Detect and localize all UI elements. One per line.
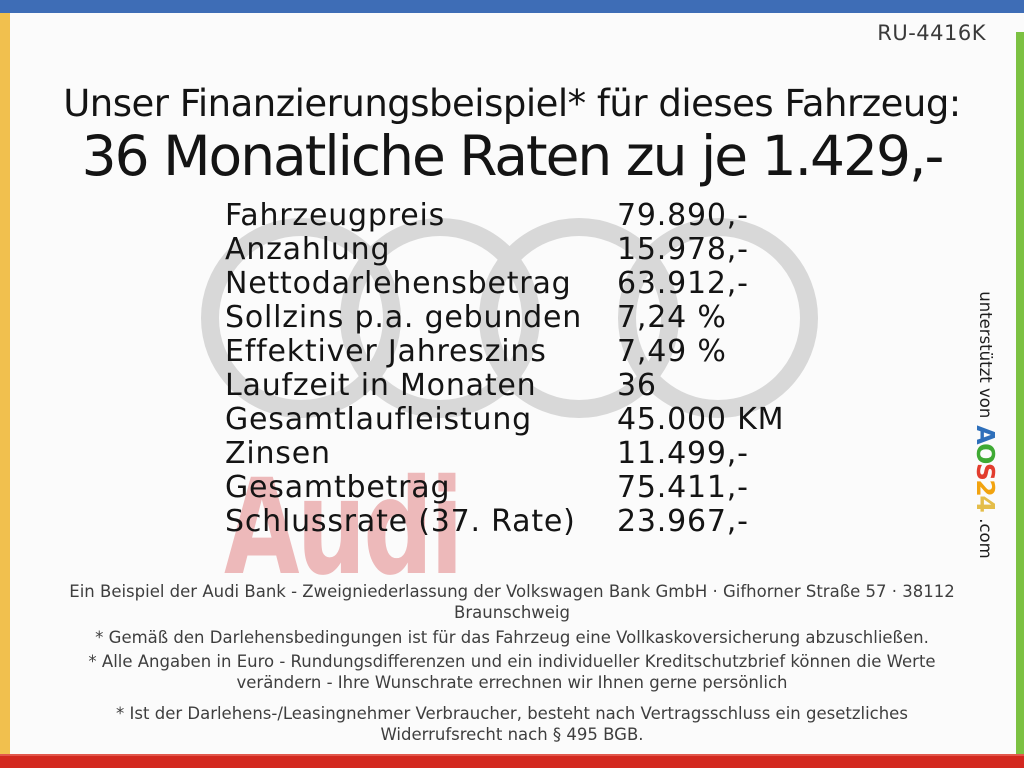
aos24-letter: A [971,425,1001,444]
frame-top-bar [0,0,1024,13]
frame-left-bar [0,13,10,754]
row-value: 36 [617,368,657,403]
aos24-letter: O [971,443,1001,463]
table-row: Laufzeit in Monaten 36 [225,369,784,403]
table-row: Schlussrate (37. Rate) 23.967,- [225,505,784,539]
row-value: 11.499,- [617,436,749,471]
supported-by-credit: unterstützt von A O S 2 4 .com [972,280,1001,570]
row-value: 75.411,- [617,470,749,505]
aos24-letter: 2 [971,479,1001,496]
audi-wordmark-watermark: Audi [224,451,464,605]
row-value: 45.000 KM [617,402,785,437]
frame-right-bar [1016,32,1024,754]
footer-withdrawal-cont: Widerrufsrecht nach § 495 BGB. [380,725,644,744]
footer-euro-note-cont: verändern - Ihre Wunschrate errechnen wi… [236,673,788,692]
footer-euro-note: * Alle Angaben in Euro - Rundungsdiffere… [88,652,936,671]
table-row: Sollzins p.a. gebunden 7,24 % [225,301,784,335]
domain-suffix-text: .com [976,518,996,559]
row-value: 79.890,- [617,198,749,233]
row-label: Gesamtbetrag [225,470,451,505]
footer-withdrawal-note: * Ist der Darlehens-/Leasingnehmer Verbr… [116,704,908,723]
table-row: Anzahlung 15.978,- [225,233,784,267]
page-title: Unser Finanzierungsbeispiel* für dieses … [63,82,961,125]
row-label: Effektiver Jahreszins [225,334,547,369]
table-row: Gesamtbetrag 75.411,- [225,471,784,505]
supported-by-text: unterstützt von [976,291,996,419]
aos24-logo: A O S 2 4 [972,425,1001,511]
row-value: 7,24 % [617,300,727,335]
footer-insurance-note: * Gemäß den Darlehensbedingungen ist für… [95,628,929,647]
table-row: Zinsen 11.499,- [225,437,784,471]
aos24-letter: 4 [971,495,1001,512]
row-value: 7,49 % [617,334,727,369]
row-label: Sollzins p.a. gebunden [225,300,583,335]
financing-table: Fahrzeugpreis 79.890,- Anzahlung 15.978,… [225,199,784,539]
table-row: Nettodarlehensbetrag 63.912,- [225,267,784,301]
footer-bank-line-cont: Braunschweig [454,603,570,622]
monthly-rate-headline: 36 Monatliche Raten zu je 1.429,- [81,124,945,188]
row-value: 15.978,- [617,232,749,267]
frame-bottom-bar [0,754,1024,768]
table-row: Fahrzeugpreis 79.890,- [225,199,784,233]
row-label: Zinsen [225,436,331,471]
row-label: Gesamtlaufleistung [225,402,532,437]
row-value: 63.912,- [617,266,749,301]
footer-bank-line: Ein Beispiel der Audi Bank - Zweignieder… [69,582,955,601]
row-value: 23.967,- [617,504,749,539]
table-row: Effektiver Jahreszins 7,49 % [225,335,784,369]
table-row: Gesamtlaufleistung 45.000 KM [225,403,784,437]
row-label: Laufzeit in Monaten [225,368,537,403]
reference-code: RU-4416K [877,21,986,45]
row-label: Nettodarlehensbetrag [225,266,572,301]
row-label: Anzahlung [225,232,391,267]
aos24-letter: S [971,462,1001,480]
row-label: Schlussrate (37. Rate) [225,504,576,539]
row-label: Fahrzeugpreis [225,198,446,233]
